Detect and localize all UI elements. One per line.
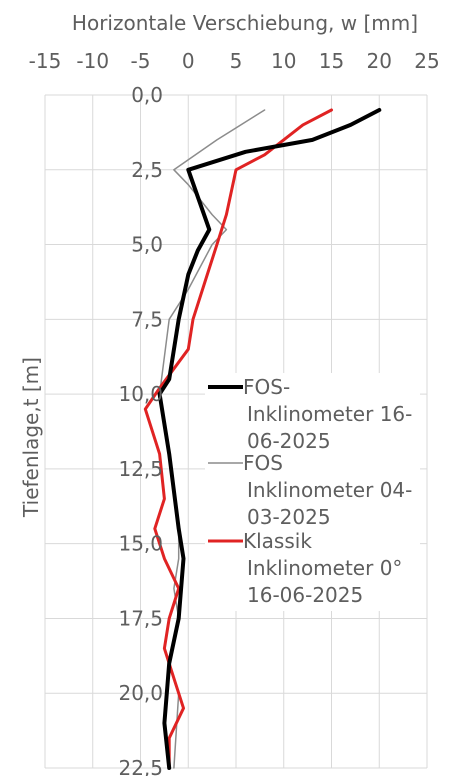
legend-label: 16-06-2025	[247, 583, 363, 607]
x-tick-label: 20	[367, 49, 392, 73]
x-tick-label: 10	[271, 49, 296, 73]
x-tick-label: -10	[76, 49, 109, 73]
x-tick-layer: -15 -10 -5 0 5 10 15 20 25	[29, 49, 440, 73]
legend-label: 03-2025	[247, 505, 331, 529]
legend-label: Klassik	[243, 529, 312, 553]
x-tick-label: 15	[319, 49, 344, 73]
y-tick-label: 17,5	[118, 606, 163, 630]
y-tick-label: 22,5	[118, 756, 163, 776]
y-tick-label: 20,0	[118, 681, 163, 705]
y-axis-title: Tiefenlage,t [m]	[19, 357, 43, 518]
y-tick-label: 5,0	[131, 233, 163, 257]
x-tick-label: 5	[230, 49, 243, 73]
legend-label: FOS	[243, 451, 283, 475]
legend-label: 06-2025	[247, 429, 331, 453]
legend-label: Inklinometer 0°	[247, 556, 402, 580]
legend-label: Inklinometer 04-	[247, 478, 412, 502]
y-tick-label: 0,0	[131, 83, 163, 107]
legend-background	[205, 373, 420, 611]
series-line-0	[157, 108, 382, 770]
x-tick-label: -5	[131, 49, 151, 73]
series-layer	[143, 108, 382, 770]
y-tick-label: 2,5	[131, 158, 163, 182]
legend-label: Inklinometer 16-	[247, 402, 412, 426]
x-tick-label: 25	[414, 49, 439, 73]
x-axis-title: Horizontale Verschiebung, w [mm]	[72, 11, 418, 35]
y-tick-layer: 0,0 2,5 5,0 7,5 10,0 12,5 15,0 17,5 20,0 22,5	[118, 83, 163, 776]
y-tick-label: 7,5	[131, 307, 163, 331]
y-tick-label: 12,5	[118, 457, 163, 481]
y-tick-label: 10,0	[118, 382, 163, 406]
y-tick-label: 15,0	[118, 532, 163, 556]
x-tick-label: -15	[29, 49, 62, 73]
legend-label: FOS-	[243, 375, 290, 399]
x-tick-label: 0	[182, 49, 195, 73]
